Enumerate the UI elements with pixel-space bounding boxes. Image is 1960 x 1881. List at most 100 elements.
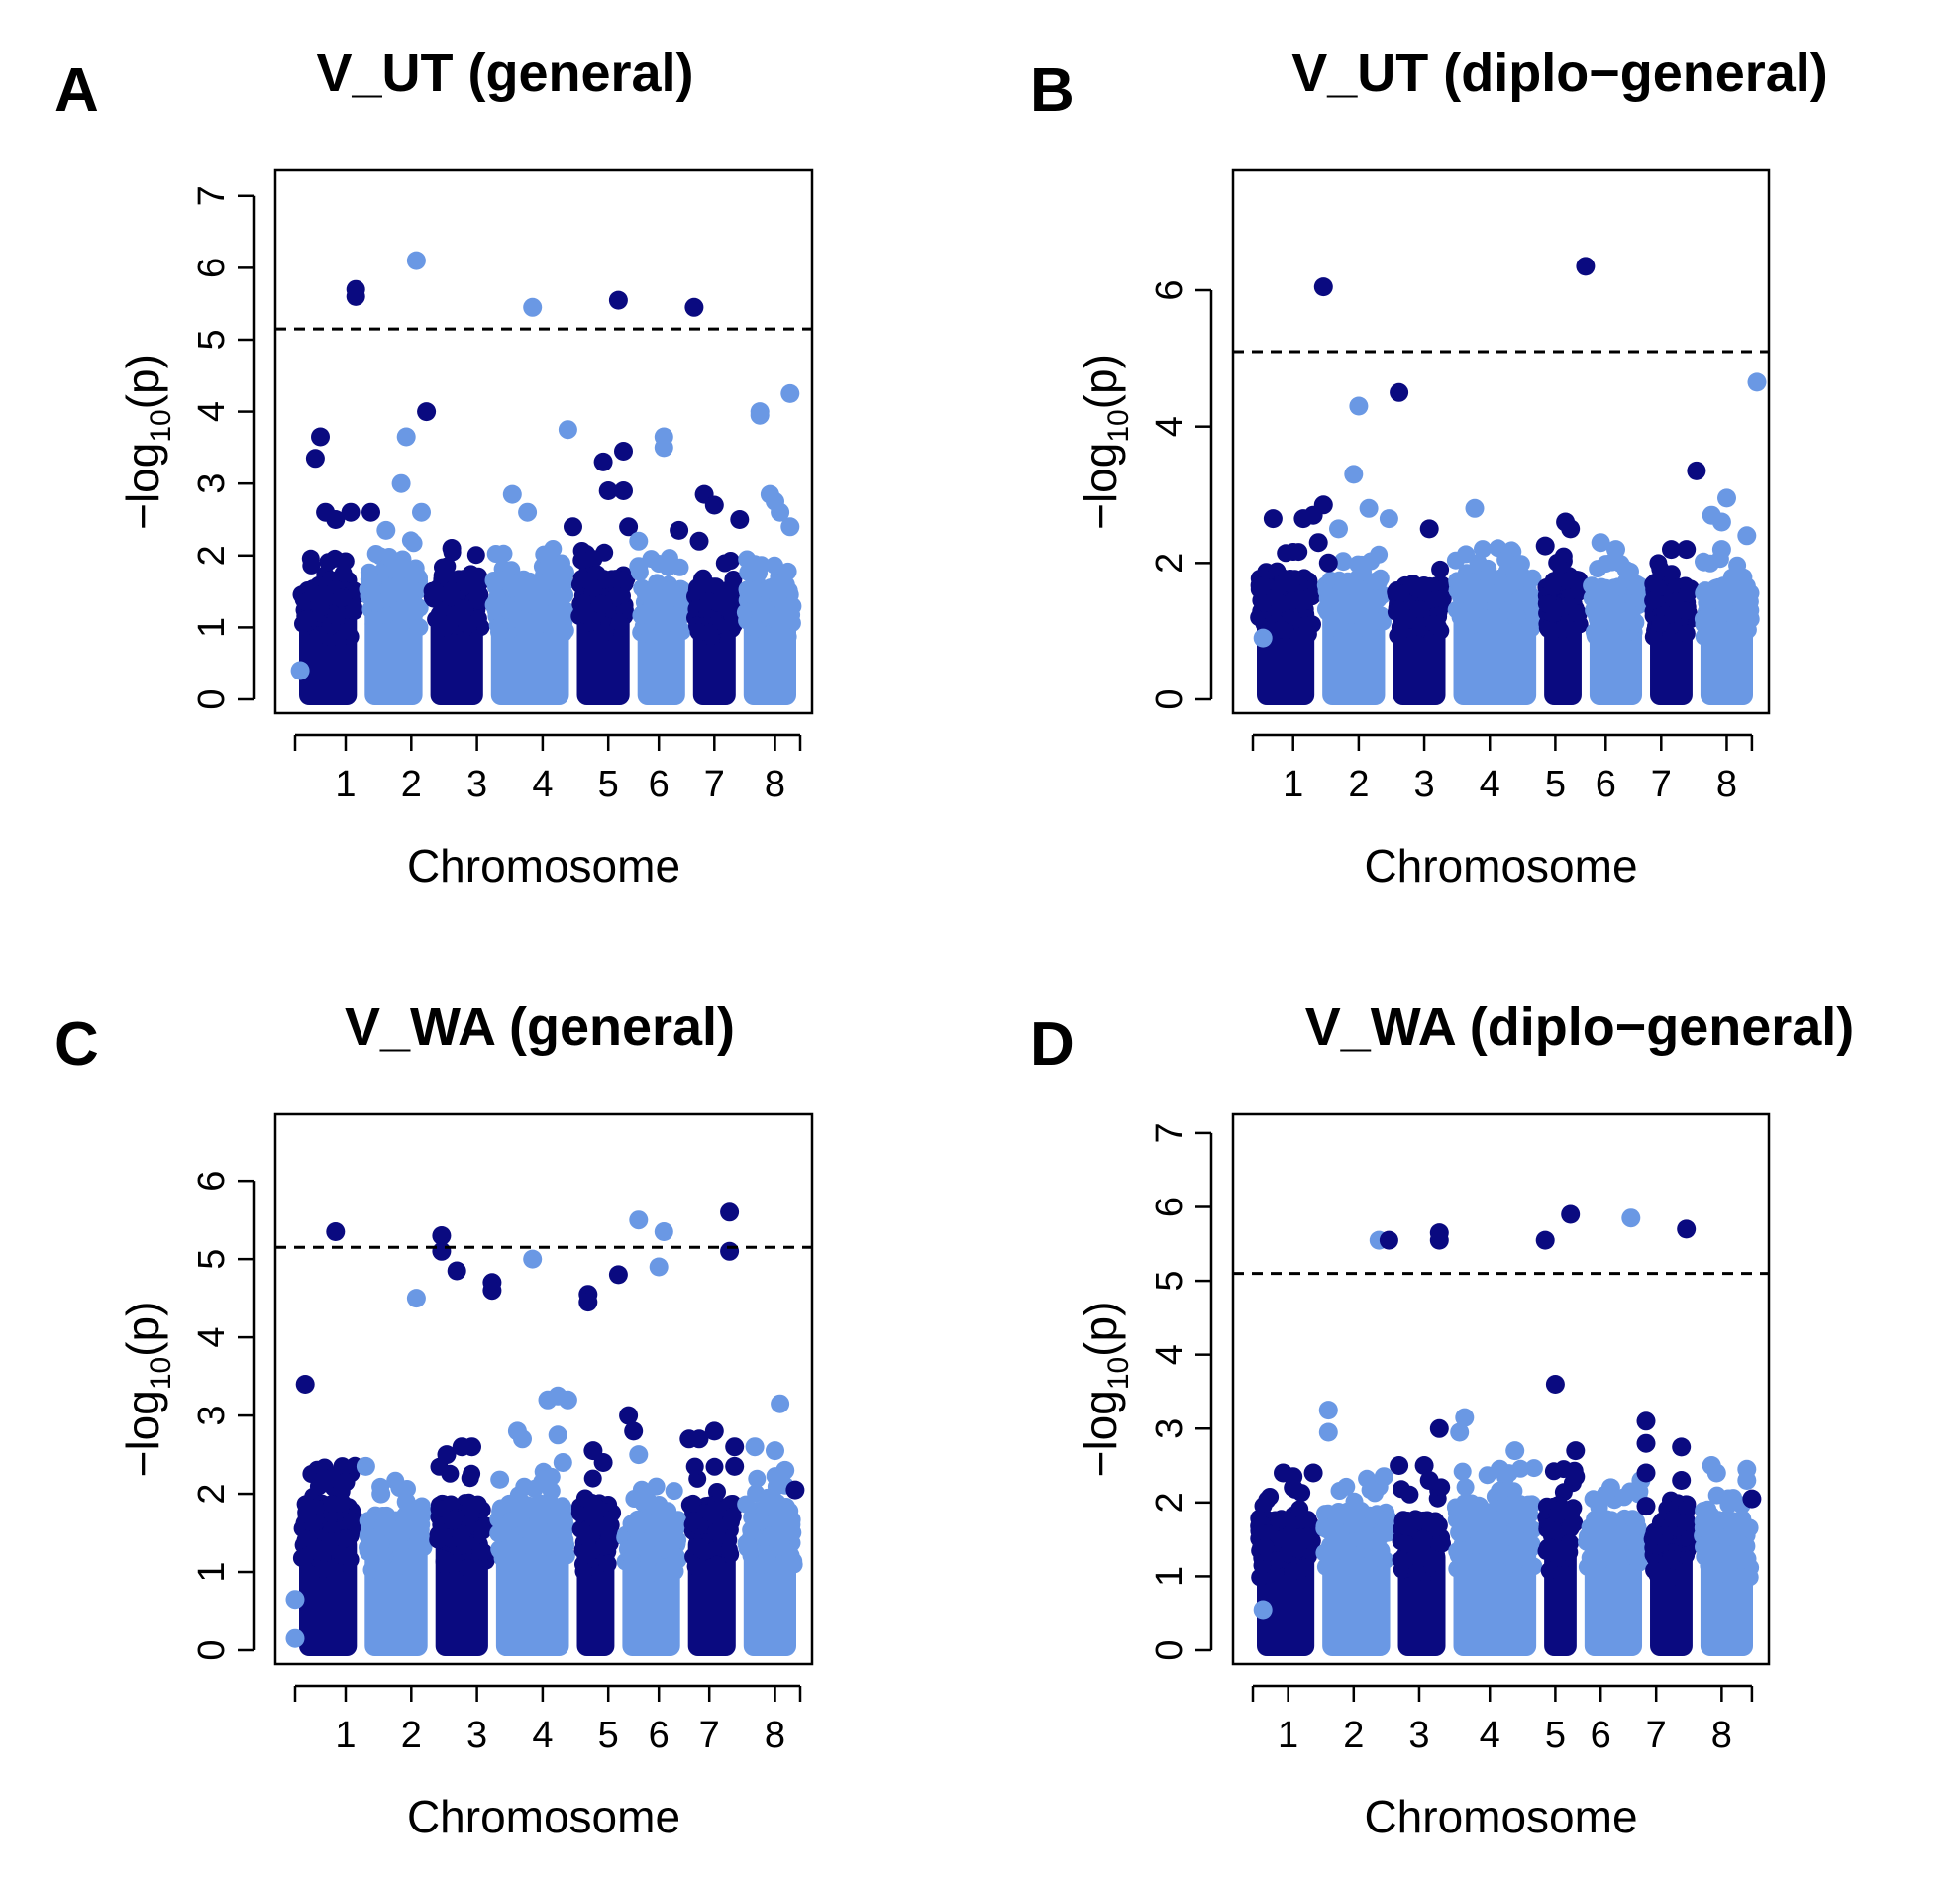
snp-point xyxy=(652,1510,671,1527)
x-tick-label: 6 xyxy=(649,1715,670,1756)
snp-point-highlight xyxy=(1711,512,1731,532)
snp-point-highlight xyxy=(412,502,431,522)
snp-point xyxy=(1414,1529,1432,1548)
snp-point xyxy=(1644,1527,1663,1546)
snp-point-highlight xyxy=(1349,396,1369,416)
chromosome-5-points xyxy=(570,1469,622,1656)
snp-point xyxy=(758,1488,776,1507)
snp-point-highlight xyxy=(689,531,709,551)
snp-point xyxy=(686,1557,705,1576)
snp-point-highlight xyxy=(1561,1204,1581,1224)
snp-point xyxy=(1448,572,1467,590)
snp-point-highlight xyxy=(1545,1375,1565,1394)
snp-point xyxy=(1414,576,1433,594)
snp-point xyxy=(1608,604,1626,623)
chromosome-3-points xyxy=(1392,1478,1451,1656)
x-tick-label: 2 xyxy=(1348,764,1369,805)
snp-point-highlight xyxy=(1677,540,1697,560)
snp-point xyxy=(1623,1510,1642,1528)
snp-point-highlight xyxy=(1465,498,1485,518)
snp-point xyxy=(333,1457,352,1476)
chromosome-6-points xyxy=(630,549,692,705)
snp-point-highlight xyxy=(1636,1463,1656,1483)
snp-point-highlight xyxy=(1329,519,1348,539)
snp-point-highlight xyxy=(1318,1401,1338,1420)
snp-point xyxy=(434,1527,453,1546)
snp-point xyxy=(1359,1556,1378,1575)
snp-point-highlight xyxy=(1284,1478,1303,1498)
snp-point-highlight xyxy=(1263,509,1283,529)
snp-point xyxy=(1450,1524,1469,1542)
snp-point xyxy=(1454,1553,1473,1572)
snp-point xyxy=(1578,1557,1597,1576)
snp-point xyxy=(1316,1505,1334,1523)
x-axis-label: Chromosome xyxy=(1364,1791,1637,1842)
snp-point-highlight xyxy=(1313,277,1333,297)
snp-point xyxy=(752,1512,771,1530)
x-tick-label: 6 xyxy=(1591,1715,1611,1756)
panel-title: V_WA (general) xyxy=(345,997,735,1057)
y-tick-label: 5 xyxy=(191,1249,233,1270)
snp-point-highlight xyxy=(1419,1471,1439,1490)
snp-point xyxy=(705,1457,724,1476)
snp-point-highlight xyxy=(1505,1441,1525,1461)
snp-point xyxy=(583,1469,602,1488)
snp-point-highlight xyxy=(1379,1230,1398,1250)
snp-point xyxy=(748,1469,767,1488)
snp-point xyxy=(410,618,429,637)
snp-point xyxy=(707,1555,726,1574)
y-tick-label: 0 xyxy=(1149,1639,1190,1660)
y-tick-label: 1 xyxy=(1149,1566,1190,1587)
snp-point-highlight xyxy=(1742,1489,1762,1509)
snp-point-highlight xyxy=(1490,1459,1509,1479)
snp-point xyxy=(494,544,513,563)
chromosome-1-points xyxy=(292,549,364,705)
snp-point xyxy=(662,580,680,599)
snp-point-highlight xyxy=(771,1394,790,1413)
snp-point xyxy=(1731,1551,1750,1570)
snp-point xyxy=(1550,1500,1569,1518)
snp-point-highlight xyxy=(1566,1441,1586,1461)
snp-point-highlight xyxy=(1253,1600,1273,1620)
snp-point xyxy=(598,1554,617,1573)
snp-point xyxy=(1474,540,1492,559)
snp-point xyxy=(665,1482,683,1501)
x-tick-label: 4 xyxy=(532,764,553,805)
plot-area xyxy=(290,251,802,705)
snp-point-highlight xyxy=(523,1249,543,1269)
snp-point xyxy=(747,619,765,638)
snp-point xyxy=(1393,1512,1412,1530)
snp-point xyxy=(1585,1524,1603,1543)
snp-point xyxy=(519,1535,538,1554)
plot-area xyxy=(1250,257,1767,705)
snp-point xyxy=(1351,579,1370,598)
snp-point xyxy=(459,1558,477,1577)
snp-point xyxy=(491,1541,509,1560)
snp-point xyxy=(723,1507,742,1525)
chromosome-6-points xyxy=(1583,553,1649,705)
snp-point xyxy=(736,603,755,622)
snp-point-highlight xyxy=(624,1421,644,1441)
snp-point xyxy=(1626,577,1645,596)
y-axis-label: −log10(p) xyxy=(1075,354,1135,530)
snp-point-highlight xyxy=(750,405,770,425)
snp-point-highlight xyxy=(295,1375,315,1394)
snp-point-highlight xyxy=(725,1437,745,1457)
snp-point-highlight xyxy=(391,473,411,493)
snp-point-highlight xyxy=(326,1222,346,1241)
snp-point xyxy=(739,1536,758,1555)
x-tick-label: 8 xyxy=(765,764,785,805)
snp-point xyxy=(1539,594,1558,613)
snp-point xyxy=(533,603,552,622)
snp-point-highlight xyxy=(321,1468,341,1488)
y-tick-label: 7 xyxy=(1149,1122,1190,1143)
snp-point-highlight xyxy=(518,502,538,522)
x-tick-label: 3 xyxy=(466,1715,487,1756)
snp-point-highlight xyxy=(654,1222,673,1241)
snp-point-highlight xyxy=(1687,461,1706,480)
snp-point-highlight xyxy=(523,297,543,317)
panel-letter: B xyxy=(1030,56,1075,125)
y-tick-label: 0 xyxy=(1149,688,1190,709)
